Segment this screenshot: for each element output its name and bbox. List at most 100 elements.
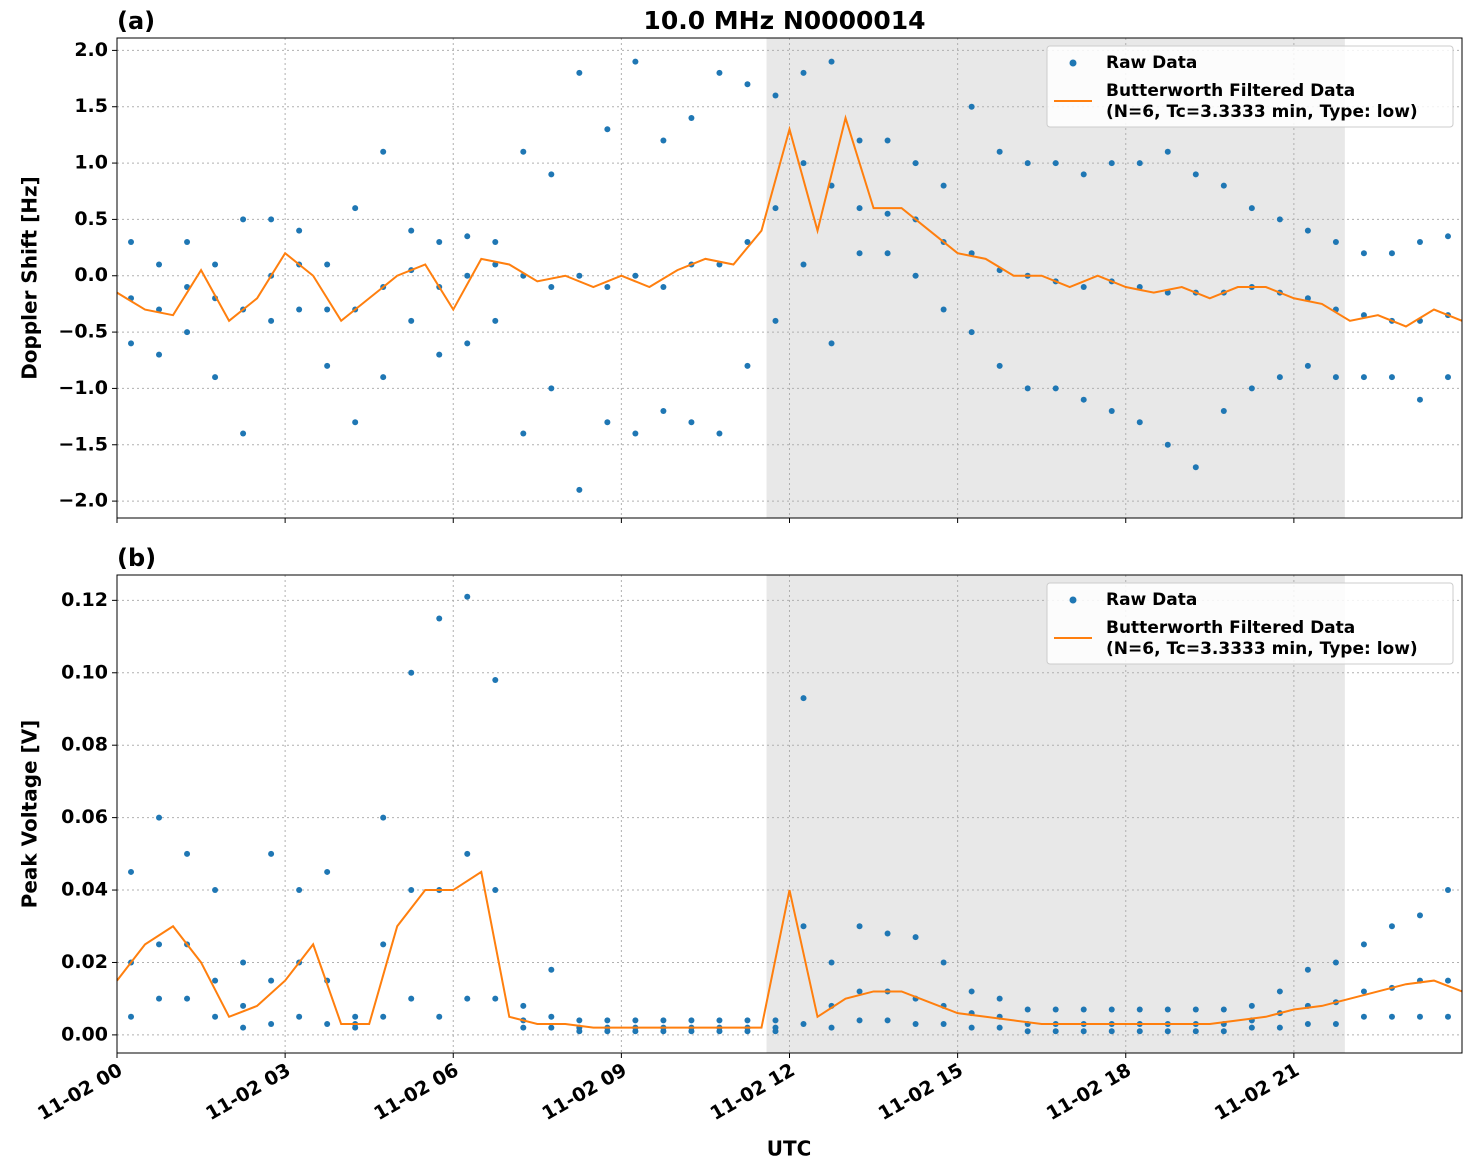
raw-point (912, 1021, 919, 1028)
raw-point (604, 284, 611, 291)
raw-point (1276, 374, 1283, 381)
raw-point (1136, 1006, 1143, 1013)
raw-point (1192, 1006, 1199, 1013)
raw-point (1332, 238, 1339, 245)
raw-point (800, 695, 807, 702)
raw-point (548, 385, 555, 392)
raw-point (408, 227, 415, 234)
raw-point (744, 238, 751, 245)
raw-point (128, 868, 135, 875)
plot-frame (116, 574, 1463, 1054)
raw-point (660, 407, 667, 414)
raw-point (856, 250, 863, 257)
raw-point (996, 148, 1003, 155)
raw-point (464, 850, 471, 857)
raw-point (436, 615, 443, 622)
raw-point (1248, 385, 1255, 392)
raw-point (688, 1017, 695, 1024)
raw-point (1164, 148, 1171, 155)
raw-point (1416, 396, 1423, 403)
raw-point (856, 923, 863, 930)
raw-point (1304, 227, 1311, 234)
y-tick-label: −1.5 (58, 433, 108, 455)
x-axis-label: UTC (767, 1137, 812, 1161)
raw-point (156, 995, 163, 1002)
raw-point (1416, 912, 1423, 919)
raw-point (604, 1017, 611, 1024)
raw-point (492, 995, 499, 1002)
raw-point (856, 205, 863, 212)
raw-point (828, 340, 835, 347)
raw-point (1136, 1028, 1143, 1035)
raw-point (688, 1028, 695, 1035)
raw-point (1388, 1013, 1395, 1020)
raw-point (1304, 362, 1311, 369)
raw-point (1360, 941, 1367, 948)
raw-point (884, 210, 891, 217)
raw-point (632, 58, 639, 65)
raw-point (968, 988, 975, 995)
raw-point (520, 430, 527, 437)
legend-box (1046, 582, 1454, 665)
raw-point (240, 959, 247, 966)
raw-point (268, 850, 275, 857)
raw-point (436, 1013, 443, 1020)
raw-point (1388, 374, 1395, 381)
raw-point (1024, 385, 1031, 392)
raw-point (632, 272, 639, 279)
raw-point (1052, 1028, 1059, 1035)
y-tick-label: 0.04 (61, 879, 108, 901)
raw-point (1360, 250, 1367, 257)
raw-point (660, 284, 667, 291)
raw-point (296, 1013, 303, 1020)
raw-point (1220, 1028, 1227, 1035)
raw-point (940, 959, 947, 966)
raw-point (1052, 160, 1059, 167)
x-tick-label: 11-02 06 (370, 1059, 462, 1125)
raw-point (1248, 1002, 1255, 1009)
raw-point (576, 272, 583, 279)
raw-point (1108, 407, 1115, 414)
raw-point (1024, 160, 1031, 167)
raw-point (1388, 250, 1395, 257)
y-tick-label: −1.0 (58, 377, 108, 399)
y-tick-label: 0.00 (61, 1023, 108, 1045)
y-tick-label: 0.06 (61, 806, 108, 828)
raw-point (156, 814, 163, 821)
raw-point (576, 1028, 583, 1035)
raw-point (128, 340, 135, 347)
raw-point (184, 850, 191, 857)
x-tick-label: 11-02 09 (538, 1059, 630, 1125)
x-tick-label: 11-02 15 (875, 1059, 967, 1125)
raw-point (660, 1028, 667, 1035)
raw-point (576, 1017, 583, 1024)
raw-point (296, 227, 303, 234)
raw-point (716, 1017, 723, 1024)
raw-point (1360, 1013, 1367, 1020)
raw-point (296, 887, 303, 894)
raw-point (324, 362, 331, 369)
raw-point (1276, 216, 1283, 223)
raw-point (352, 419, 359, 426)
raw-point (464, 593, 471, 600)
raw-point (548, 966, 555, 973)
raw-point (1332, 959, 1339, 966)
raw-point (436, 238, 443, 245)
raw-point (772, 317, 779, 324)
raw-point (156, 261, 163, 268)
raw-point (464, 272, 471, 279)
raw-point (800, 1021, 807, 1028)
raw-point (828, 959, 835, 966)
raw-point (212, 374, 219, 381)
raw-point (1052, 1006, 1059, 1013)
legend-label: Butterworth Filtered Data (N=6, Tc=3.3333… (1106, 618, 1418, 659)
raw-point (660, 137, 667, 144)
raw-point (1052, 385, 1059, 392)
y-tick-label: 0.10 (61, 661, 108, 683)
panel: −2.0 −1.5 −1.0 −0.5 0.0 0.5 1.0 1.5 2.0 Raw Data B… (18, 6, 1463, 523)
raw-point (884, 250, 891, 257)
raw-point (1416, 238, 1423, 245)
raw-point (1164, 1006, 1171, 1013)
raw-point (492, 238, 499, 245)
